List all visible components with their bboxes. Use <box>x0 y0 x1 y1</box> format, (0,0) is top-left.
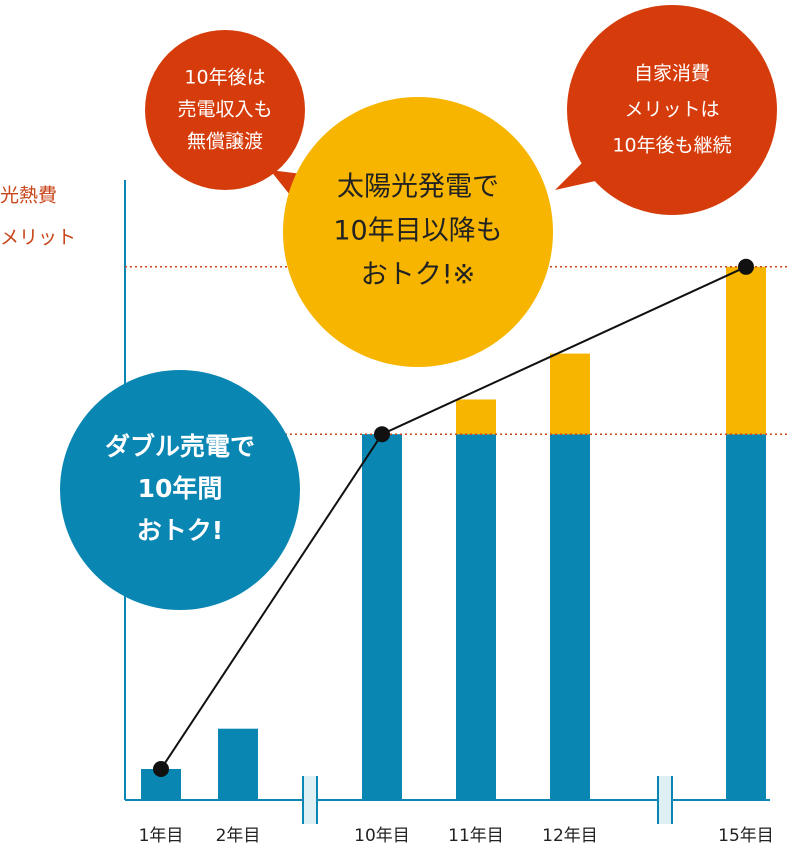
y-label: メリット <box>0 227 76 249</box>
x-tick-label: 15年目 <box>718 826 774 846</box>
bar <box>362 434 402 800</box>
y-label: 光熱費 <box>0 185 57 207</box>
line-point <box>374 426 390 443</box>
bubble-text: 売電収入も <box>177 99 272 121</box>
bubble <box>567 5 777 215</box>
bar <box>550 434 590 800</box>
bar <box>218 728 258 800</box>
bubble-text: 自家消費 <box>634 63 710 85</box>
bar <box>550 353 590 435</box>
bubble-text: ダブル売電で <box>105 432 255 461</box>
bar <box>726 266 766 435</box>
bar <box>456 434 496 800</box>
bubble-text: 10年間 <box>138 474 223 503</box>
bar <box>726 434 766 800</box>
bubble <box>283 97 553 367</box>
axis-break <box>302 776 673 824</box>
line-point <box>738 258 754 275</box>
bubble-text: 10年後は <box>184 67 265 89</box>
bubble-text: おトク! <box>137 516 223 545</box>
x-tick-label: 10年目 <box>354 826 410 846</box>
bubble-text: 無償譲渡 <box>187 131 263 153</box>
x-tick-label: 11年目 <box>448 826 504 846</box>
bubble-text: メリットは <box>624 99 719 121</box>
line-point <box>153 761 169 777</box>
bubble-text: 10年後も継続 <box>612 135 731 157</box>
x-tick-label: 2年目 <box>216 826 261 846</box>
bubble <box>60 370 300 610</box>
bar <box>456 399 496 435</box>
x-tick-label: 1年目 <box>139 826 184 846</box>
bubble-text: 10年目以降も <box>333 216 502 247</box>
bubble-text: おトク!※ <box>361 260 475 291</box>
x-tick-label: 12年目 <box>542 826 598 846</box>
bubble <box>145 30 305 190</box>
bubble-text: 太陽光発電で <box>337 172 499 203</box>
